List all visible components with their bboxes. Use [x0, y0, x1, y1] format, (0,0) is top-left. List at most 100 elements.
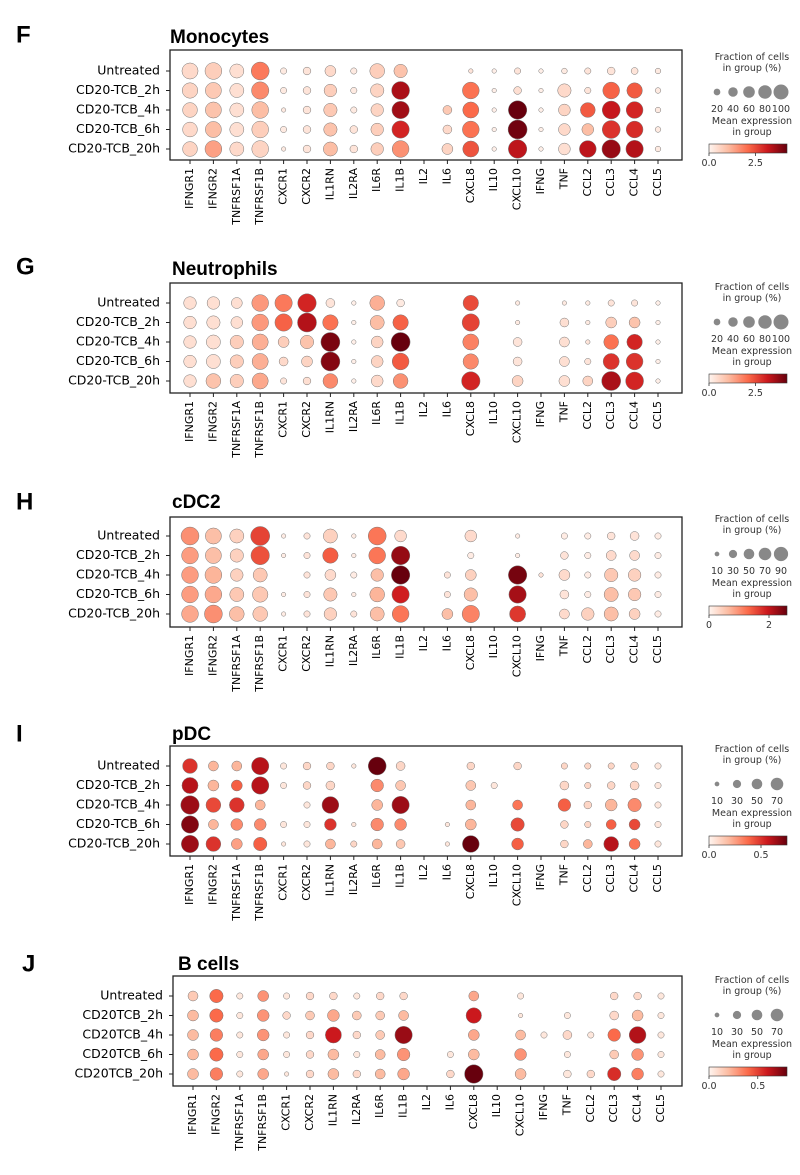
dot	[584, 821, 592, 828]
dot	[585, 320, 591, 325]
plot-frame	[169, 49, 683, 161]
dot	[182, 141, 198, 157]
dot	[630, 761, 639, 771]
dot	[391, 605, 410, 623]
dot	[305, 991, 315, 1001]
dot	[229, 122, 245, 137]
dot	[231, 297, 243, 309]
dot	[512, 799, 523, 811]
dot	[394, 1026, 413, 1044]
dot	[585, 300, 591, 306]
column-label: CXCL8	[464, 168, 477, 203]
size-legend-dot	[714, 551, 720, 557]
size-legend-label: 10	[711, 1027, 723, 1038]
dot	[187, 1068, 199, 1080]
dot	[283, 992, 291, 1000]
dot	[391, 585, 410, 604]
dot	[229, 606, 245, 622]
dot	[320, 332, 341, 352]
dot	[538, 68, 544, 74]
dot	[204, 62, 223, 80]
column-label: TNFRSF1B	[256, 1094, 269, 1152]
dot	[253, 837, 268, 851]
dot	[370, 122, 384, 137]
column-label: IL2RA	[347, 401, 360, 433]
dot	[351, 359, 357, 364]
dot	[181, 777, 199, 794]
dot	[512, 356, 523, 367]
dot	[395, 780, 406, 791]
dot	[369, 63, 385, 79]
dot	[583, 800, 592, 810]
dot	[320, 351, 341, 372]
dot	[280, 126, 288, 133]
dot	[281, 611, 287, 617]
dot	[352, 1069, 361, 1079]
panel-letter: G	[16, 253, 35, 280]
dot	[562, 1030, 573, 1040]
dot	[462, 835, 480, 853]
row-label: Untreated	[100, 988, 163, 1003]
size-legend-label: 20	[711, 334, 723, 345]
colorbar	[708, 605, 788, 616]
dot	[350, 840, 358, 848]
dot	[511, 837, 524, 851]
dot	[628, 1026, 647, 1044]
column-label: CXCL8	[464, 401, 477, 436]
column-label: IFNGR2	[206, 401, 219, 442]
dot	[604, 568, 619, 582]
column-label: IL2RA	[347, 864, 360, 896]
dot	[370, 817, 384, 832]
dot	[607, 299, 615, 307]
dot	[559, 608, 570, 620]
column-label: CCL3	[604, 635, 617, 664]
dot	[581, 123, 594, 136]
dot	[654, 67, 662, 75]
column-label: IL1B	[394, 401, 407, 425]
column-label: CCL4	[628, 168, 641, 197]
dot	[602, 81, 620, 100]
dot	[229, 354, 244, 369]
dot	[491, 68, 497, 74]
plot-frame	[169, 516, 683, 628]
dot	[517, 992, 525, 1000]
dot	[229, 528, 245, 544]
size-legend-dot	[758, 85, 772, 99]
dot	[444, 822, 450, 827]
dot	[207, 779, 220, 792]
column-label: TNFRSF1A	[230, 635, 243, 693]
dot	[187, 1048, 199, 1061]
dot	[654, 821, 662, 828]
dot	[181, 546, 199, 565]
dot	[391, 565, 411, 585]
column-label: CXCL10	[514, 1094, 527, 1136]
dot	[654, 106, 662, 114]
dot	[302, 781, 312, 790]
dot	[236, 1012, 244, 1019]
dot	[229, 141, 245, 157]
column-label: TNF	[557, 635, 570, 657]
column-label: TNF	[557, 401, 570, 423]
dot	[209, 989, 224, 1003]
dot	[182, 758, 198, 774]
column-label: CXCL8	[464, 635, 477, 670]
column-label: IL6R	[370, 168, 383, 192]
dot	[352, 1010, 362, 1021]
dot	[351, 300, 357, 306]
dot	[230, 568, 244, 582]
dot	[584, 532, 592, 540]
dot	[370, 778, 384, 793]
dot	[353, 992, 361, 1000]
column-label: IFNGR2	[206, 168, 219, 209]
dot	[579, 140, 597, 158]
dot	[510, 817, 525, 832]
row-label: CD20-TCB_20h	[68, 141, 160, 156]
dot	[257, 990, 269, 1002]
dot	[180, 795, 200, 815]
column-label: IFNG	[534, 864, 547, 890]
dot	[397, 1047, 411, 1062]
column-label: IL2RA	[350, 1094, 363, 1126]
column-label: TNFRSF1B	[253, 864, 266, 922]
size-legend-label: 50	[751, 1027, 763, 1038]
dot	[236, 992, 244, 1000]
